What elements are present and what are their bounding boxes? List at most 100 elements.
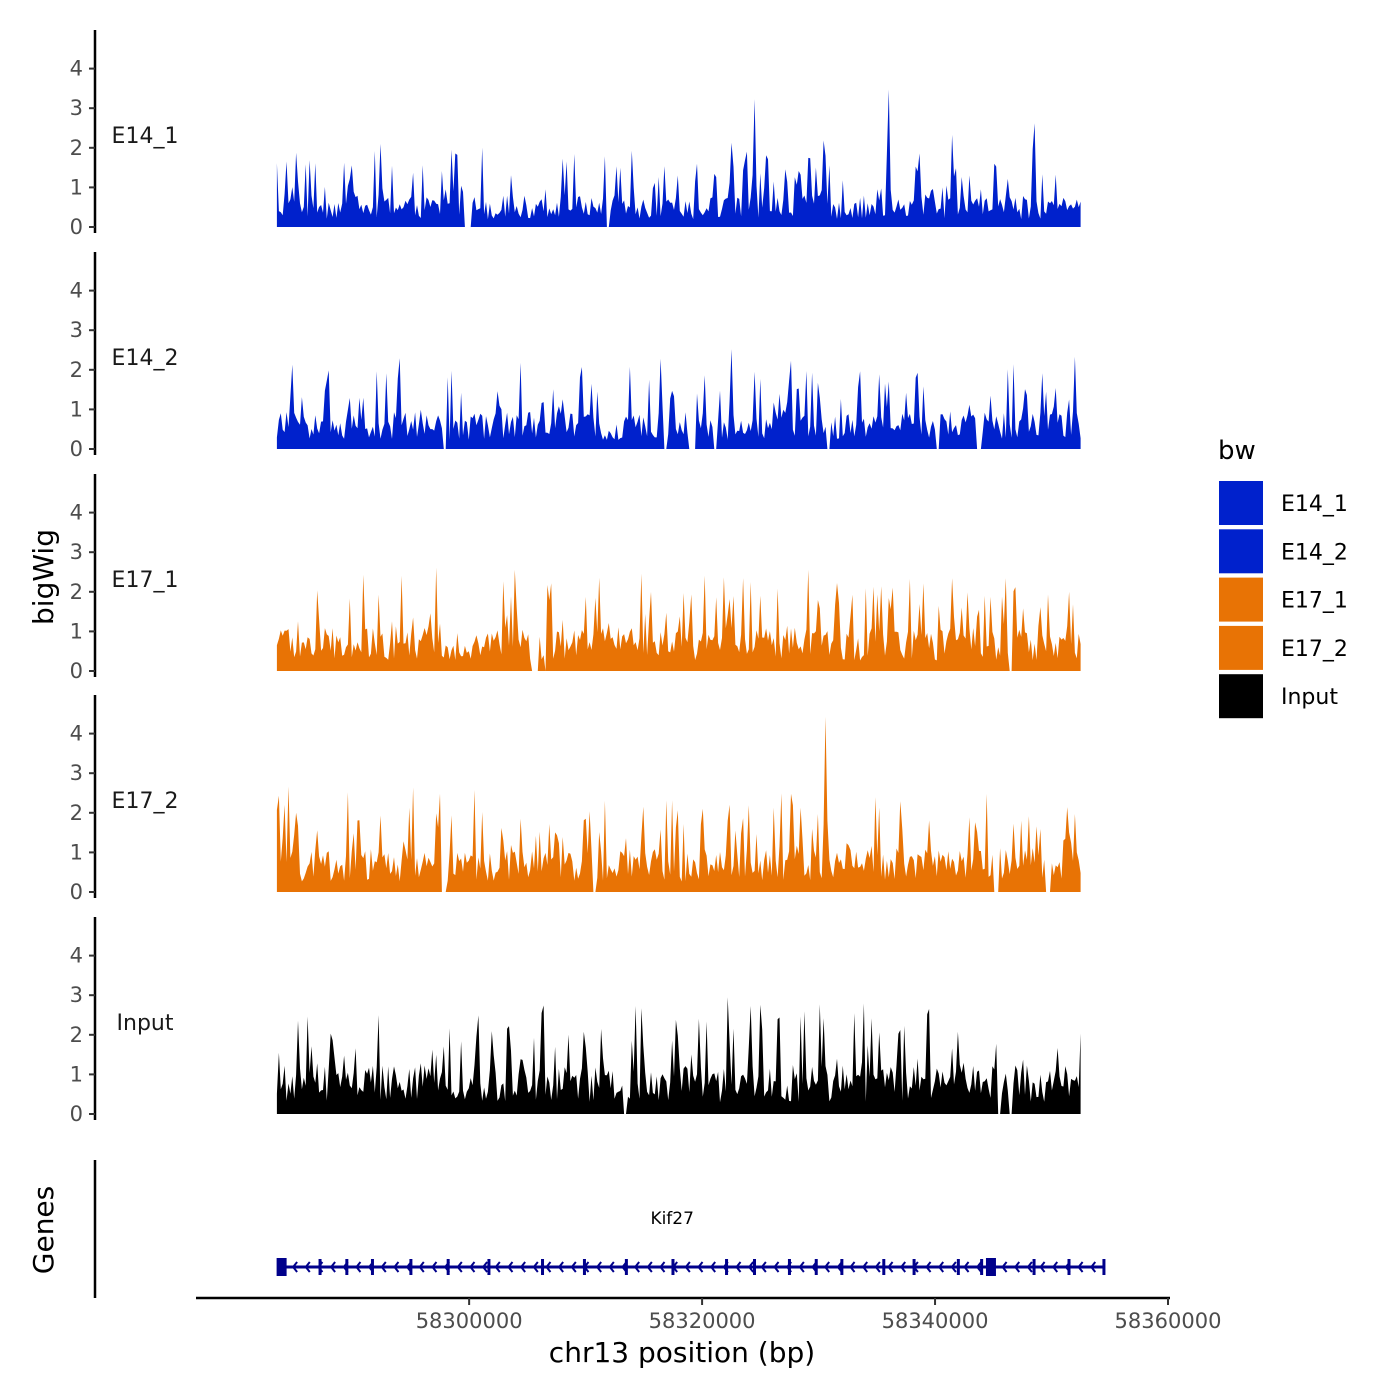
y-tick-label: 0 <box>70 659 83 683</box>
track-panel-E14_2: 0 1 2 3 4 E14_2 <box>70 252 1081 461</box>
legend-label-E17_2: E17_2 <box>1281 637 1348 662</box>
strand-arrow <box>355 1261 362 1273</box>
strand-arrow <box>747 1261 754 1273</box>
legend-key-E14_1 <box>1217 479 1265 527</box>
signal-area-E17_2 <box>276 716 1081 892</box>
strand-arrow <box>557 1261 564 1273</box>
strand-arrow <box>899 1261 907 1273</box>
signal-area-E17_1 <box>276 567 1081 671</box>
strand-arrow <box>659 1261 666 1273</box>
legend-label-Input: Input <box>1281 685 1338 710</box>
strand-arrow <box>937 1261 945 1273</box>
y-tick-label: 0 <box>70 437 83 461</box>
strand-arrow <box>963 1261 970 1273</box>
track-panel-E17_1: 0 1 2 3 4 E17_1 <box>70 474 1081 683</box>
exon <box>882 1259 886 1275</box>
y-tick-label: 2 <box>70 801 83 825</box>
y-tick-label: 1 <box>70 1062 83 1086</box>
strand-arrow <box>861 1261 869 1273</box>
y-tick-label: 1 <box>70 397 83 421</box>
x-tick-label: 58340000 <box>882 1309 989 1333</box>
y-tick-label: 4 <box>70 57 83 81</box>
strand-arrow <box>760 1261 767 1273</box>
strand-arrow <box>469 1261 476 1273</box>
y-tick-label: 2 <box>70 580 83 604</box>
genes-panel-title: Genes <box>27 1186 60 1274</box>
strand-arrow <box>975 1261 983 1273</box>
x-tick-label: 58300000 <box>416 1309 523 1333</box>
track-panel-Input: 0 1 2 3 4 Input <box>70 917 1081 1126</box>
exon <box>1102 1259 1106 1275</box>
exon <box>1032 1259 1036 1275</box>
y-tick-label: 1 <box>70 619 83 643</box>
legend-title: bw <box>1218 436 1256 466</box>
signal-area-Input <box>276 997 1081 1114</box>
strand-arrow <box>595 1261 602 1273</box>
exon <box>370 1259 374 1275</box>
strand-arrow <box>431 1261 438 1273</box>
signal-tracks: 0 1 2 3 4 E14_1 0 1 2 3 4 E14_2 0 1 2 3 4 E17_1 0 1 2 3 4 E17_2… <box>70 30 1081 1126</box>
strand-arrow <box>494 1261 501 1273</box>
y-tick-label: 0 <box>70 1102 83 1126</box>
y-tick-label: 2 <box>70 136 83 160</box>
strand-arrow <box>709 1261 716 1273</box>
exon <box>318 1259 322 1275</box>
legend-key-E17_2 <box>1217 623 1265 672</box>
exon <box>487 1259 491 1275</box>
strand-arrow <box>823 1261 830 1273</box>
strand-arrow <box>329 1261 336 1273</box>
exon <box>345 1259 349 1275</box>
legend-key-Input <box>1217 672 1265 721</box>
y-tick-label: 4 <box>70 944 83 968</box>
strand-arrow <box>393 1261 400 1273</box>
strand-arrow <box>1077 1261 1084 1273</box>
y-tick-label: 3 <box>70 540 83 564</box>
track-panel-E17_2: 0 1 2 3 4 E17_2 <box>70 695 1081 904</box>
exon <box>912 1259 916 1275</box>
strand-arrow <box>545 1261 552 1273</box>
legend-label-E14_2: E14_2 <box>1281 540 1348 565</box>
legend-label-E17_1: E17_1 <box>1281 589 1348 614</box>
strand-arrow <box>773 1261 780 1273</box>
exon <box>980 1259 984 1275</box>
exon <box>446 1259 450 1275</box>
y-tick-label: 1 <box>70 175 83 199</box>
strand-arrow <box>735 1261 742 1273</box>
x-tick-label: 58360000 <box>1115 1309 1222 1333</box>
y-tick-label: 3 <box>70 761 83 785</box>
exon <box>787 1259 791 1275</box>
exon <box>1067 1259 1071 1275</box>
signal-area-E14_2 <box>276 349 1081 449</box>
exon <box>541 1259 545 1275</box>
track-label-E17_1: E17_1 <box>112 568 179 593</box>
y-axis-title: bigWig <box>27 529 60 625</box>
strand-arrow <box>532 1261 539 1273</box>
exon <box>814 1259 818 1275</box>
strand-arrow <box>798 1261 805 1273</box>
strand-arrow <box>849 1261 856 1273</box>
exon <box>409 1259 413 1275</box>
track-panel-E14_1: 0 1 2 3 4 E14_1 <box>70 30 1081 239</box>
y-tick-label: 2 <box>70 358 83 382</box>
legend-key-E14_2 <box>1217 527 1265 576</box>
y-tick-label: 3 <box>70 96 83 120</box>
legend-label-E14_1: E14_1 <box>1281 492 1348 517</box>
x-axis-title: chr13 position (bp) <box>549 1336 815 1369</box>
strand-arrow <box>570 1261 577 1273</box>
genes-panel: Kif27 <box>93 1160 1106 1298</box>
strand-arrow <box>291 1261 298 1273</box>
strand-arrow <box>950 1261 957 1273</box>
strand-arrow <box>507 1261 514 1273</box>
y-tick-label: 0 <box>70 880 83 904</box>
strand-arrow <box>456 1261 463 1273</box>
y-tick-label: 4 <box>70 279 83 303</box>
signal-area-E14_1 <box>276 89 1081 227</box>
strand-arrow <box>519 1261 526 1273</box>
track-label-Input: Input <box>117 1011 174 1036</box>
exon <box>840 1259 844 1275</box>
exon <box>582 1259 586 1275</box>
strand-arrow <box>1026 1261 1033 1273</box>
exon <box>624 1259 628 1275</box>
